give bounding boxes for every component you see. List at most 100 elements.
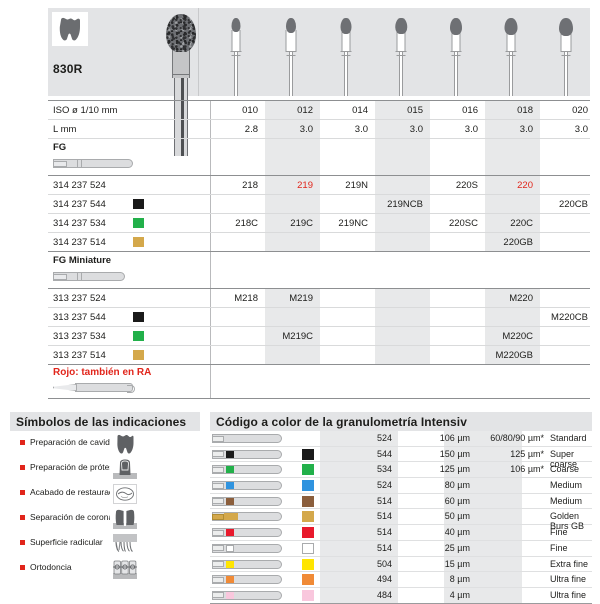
- bur-swatch-icon: [212, 481, 282, 491]
- cell-r4-4: [430, 233, 485, 251]
- granulometry-grain: 150 µm: [439, 448, 470, 459]
- row-label-313-237-534: 313 237 534: [53, 331, 106, 342]
- orthodontics-glyph: [113, 560, 137, 579]
- granulometry-code: 494: [376, 574, 392, 585]
- list-item-cavity-prep: Preparación de cavidades: [10, 431, 200, 456]
- granulometry-header: Código a color de la granulometría Inten…: [210, 412, 592, 431]
- table-row-length: L mm 2.8 3.0 3.0 3.0 3.0 3.0 3.0: [48, 120, 590, 139]
- color-swatch-yellow: [302, 558, 314, 570]
- granulometry-grain: 50 µm: [444, 511, 470, 522]
- granulometry-grain: 25 µm: [444, 542, 470, 553]
- cell-m2-0: [210, 308, 265, 326]
- bur-swatch-icon: [212, 559, 282, 569]
- color-swatch-blue: [302, 480, 314, 492]
- table-row-314-237-514: 314 237 514 220GB: [48, 233, 590, 252]
- color-swatch-brown: [302, 495, 314, 507]
- hero-bur-shank-shadow: [181, 76, 184, 156]
- cell-m3-2: [320, 327, 375, 345]
- bullet-icon: [20, 440, 25, 445]
- grit-swatch-gold: [133, 237, 144, 247]
- cell-r1-1: 219: [265, 176, 320, 194]
- row-label-314-237-524: 314 237 524: [53, 180, 106, 191]
- cell-m4-5: M220GB: [485, 346, 540, 364]
- molar-tooth-glyph: [59, 17, 80, 41]
- cell-r2-1: [265, 195, 320, 213]
- list-item-prosthesis-prep: Preparación de prótesis: [10, 456, 200, 481]
- cell-iso-5: 018: [485, 101, 540, 119]
- row-label-313-237-544: 313 237 544: [53, 312, 106, 323]
- table-row: 484 4 µm Ultra fine: [210, 587, 592, 604]
- cell-len-0: 2.8: [244, 124, 258, 135]
- table-row-iso: ISO ø 1/10 mm 010 012 014 015 016 018 02…: [48, 100, 590, 120]
- cell-m1-6: [540, 289, 595, 307]
- cell-m4-1: [265, 346, 320, 364]
- cell-m2-4: [430, 308, 485, 326]
- cell-m2-6: M220CB: [551, 312, 588, 323]
- molar-tooth-icon: [52, 12, 88, 46]
- footnote-row: Rojo: también en RA: [48, 365, 590, 399]
- table-row: 504 15 µm Extra fine: [210, 556, 592, 573]
- bur-swatch-icon: [212, 590, 282, 600]
- bur-figure-015: [374, 8, 428, 96]
- table-row-313-237-544: 313 237 544 M220CB: [48, 308, 590, 327]
- cell-m3-0: [210, 327, 265, 345]
- cell-len-2: 3.0: [354, 124, 368, 135]
- bullet-icon: [20, 465, 25, 470]
- indication-label: Superficie radicular: [30, 537, 103, 547]
- bur-swatch-icon: [212, 543, 282, 553]
- row-label-313-237-524: 313 237 524: [53, 293, 106, 304]
- granulometry-name: Medium: [550, 480, 583, 491]
- cell-m4-2: [320, 346, 375, 364]
- bur-swatch-icon: [212, 528, 282, 538]
- group-header-fg-miniature: FG Miniature: [48, 252, 590, 289]
- table-row: 514 60 µm Medium: [210, 493, 592, 510]
- cell-m3-6: [540, 327, 595, 345]
- cell-r2-2: [320, 195, 375, 213]
- granulometry-grain: 8 µm: [449, 574, 470, 585]
- cell-m4-6: [540, 346, 595, 364]
- granulometry-grain: 125 µm: [439, 464, 470, 475]
- table-row: 514 50 µm Golden Burs GB: [210, 509, 592, 531]
- list-item-orthodontics: Ortodoncia: [10, 556, 200, 581]
- cell-r1-0: 218: [242, 180, 258, 191]
- granulometry-name: Golden Burs GB: [550, 511, 585, 532]
- color-swatch-gold: [302, 511, 314, 523]
- cell-r2-6: 220CB: [558, 199, 588, 210]
- grit-swatch-green-mini: [133, 331, 144, 341]
- group-header-fg: FG: [48, 139, 590, 176]
- cell-r4-6: [540, 233, 595, 251]
- list-item-root-surface: Superficie radicular: [10, 531, 200, 556]
- cell-r1-6: [540, 176, 595, 194]
- granulometry-alt: 106 µm*: [510, 464, 544, 475]
- cell-r4-0: [210, 233, 265, 251]
- cell-r1-3: [375, 176, 430, 194]
- cell-r4-3: [375, 233, 430, 251]
- footnote-red-label: Rojo: también en RA: [53, 367, 152, 378]
- cell-m1-5: M220: [485, 289, 540, 307]
- restoration-finishing-glyph: [113, 483, 137, 504]
- crown-separation-glyph: [113, 508, 137, 529]
- row-label-314-237-534: 314 237 534: [53, 218, 106, 229]
- color-swatch-pink: [302, 589, 314, 601]
- group-title-fg: FG: [53, 142, 67, 153]
- cell-iso-1: 012: [265, 101, 320, 119]
- table-row-314-237-534: 314 237 534 218C 219C 219NC 220SC 220C: [48, 214, 590, 233]
- cell-r2-4: [430, 195, 485, 213]
- table-row-313-237-514: 313 237 514 M220GB: [48, 346, 590, 365]
- granulometry-title: Código a color de la granulometría Inten…: [216, 415, 468, 429]
- cell-m2-2: [320, 308, 375, 326]
- cell-m3-4: [430, 327, 485, 345]
- cell-r1-4: 220S: [455, 180, 478, 191]
- cell-iso-6: 020: [572, 105, 588, 116]
- granulometry-color-code-table: Código a color de la granulometría Inten…: [210, 412, 592, 604]
- fg-miniature-shank-icon: [53, 272, 125, 281]
- cell-m1-0: M218: [234, 293, 258, 304]
- cell-m1-1: M219: [265, 289, 320, 307]
- table-row-313-237-524: 313 237 524 M218 M219 M220: [48, 289, 590, 308]
- cell-r1-5: 220: [485, 176, 540, 194]
- cell-r4-5: 220GB: [485, 233, 540, 251]
- color-swatch-black: [302, 448, 314, 460]
- granulometry-code: 514: [376, 527, 392, 538]
- granulometry-name: Super coarse: [550, 448, 578, 469]
- granulometry-grain: 15 µm: [444, 558, 470, 569]
